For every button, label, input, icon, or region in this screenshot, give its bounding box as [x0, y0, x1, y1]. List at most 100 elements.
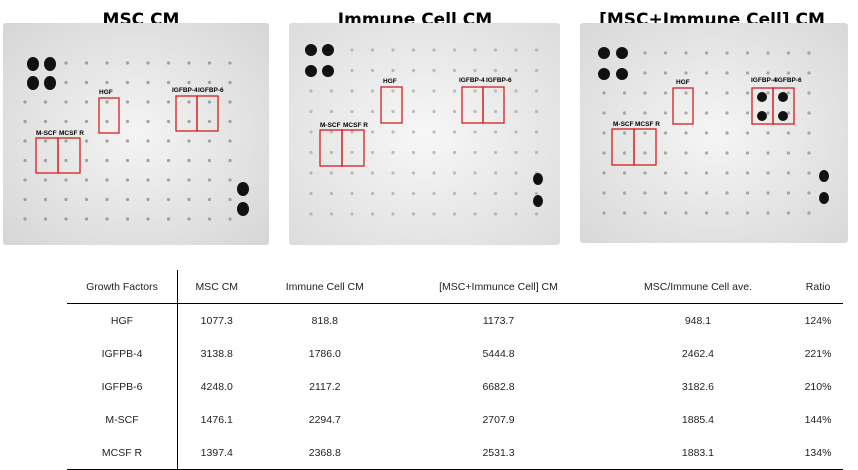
membrane-dot	[370, 150, 375, 155]
membrane-dot	[166, 178, 171, 182]
membrane-dot	[766, 51, 770, 55]
table-row: MCSF R 1397.4 2368.8 2531.3 1883.1 134%	[67, 436, 843, 470]
membrane-dot	[411, 109, 416, 114]
table-row: IGFPB-6 4248.0 2117.2 6682.8 3182.6 210%	[67, 370, 843, 403]
membrane-dot	[43, 197, 48, 202]
membrane-dot	[684, 131, 688, 135]
membrane-dot	[663, 171, 668, 175]
ref-spots-combined	[598, 47, 829, 204]
membrane-dot	[146, 178, 150, 182]
membrane-dot	[166, 61, 171, 65]
membrane-dot	[166, 197, 171, 202]
membrane-dot	[725, 151, 729, 155]
label-igfbp6: IGFBP-6	[486, 77, 512, 84]
membrane-dot	[766, 71, 770, 75]
membrane-dot	[228, 197, 232, 202]
membrane-dot	[786, 91, 791, 95]
membrane-dot	[602, 111, 606, 115]
membrane-dot	[452, 68, 457, 73]
membrane-dot	[84, 80, 89, 85]
membrane-dot	[187, 139, 191, 143]
table-header-row: Growth Factors MSC CM Immune Cell CM [MS…	[67, 270, 843, 304]
membrane-dot	[105, 139, 109, 143]
membrane-dot	[23, 158, 27, 163]
membrane-dot	[452, 171, 457, 175]
membrane-dot	[684, 71, 688, 75]
membrane-dot	[432, 212, 436, 216]
membrane-dot	[786, 131, 791, 135]
header-combined-cm: [MSC+Immunce Cell] CM	[394, 270, 603, 304]
membrane-dot	[166, 119, 171, 124]
membrane-dot	[473, 171, 477, 175]
highlight-box-mcsfr	[633, 128, 657, 166]
membrane-dot	[125, 100, 130, 104]
label-igfbp4: IGFBP-4	[172, 87, 198, 94]
dot-grid-msc	[23, 61, 232, 221]
membrane-dot	[432, 150, 436, 155]
header-immune-cm: Immune Cell CM	[255, 270, 395, 304]
highlight-box-hgf	[98, 97, 120, 134]
membrane-dot	[350, 212, 354, 216]
membrane-dot	[643, 191, 647, 195]
membrane-dot	[391, 109, 395, 114]
membrane-dot	[766, 191, 770, 195]
membrane-dot	[370, 68, 375, 73]
membrane-dot	[105, 80, 109, 85]
label-igfbp6: IGFBP-6	[198, 87, 224, 94]
membrane-dot	[452, 48, 457, 52]
membrane-dot	[187, 61, 191, 65]
header-ratio: Ratio	[793, 270, 843, 304]
membrane-dot	[452, 109, 457, 114]
membrane-dot	[452, 89, 457, 93]
cell-average: 3182.6	[681, 380, 715, 393]
membrane-dot	[329, 171, 334, 175]
cell-ratio: 144%	[804, 413, 832, 426]
membrane-dot	[391, 150, 395, 155]
membrane-dot	[745, 211, 750, 215]
membrane-dot	[309, 150, 313, 155]
membrane-dot	[514, 109, 518, 114]
cell-ratio: 134%	[793, 436, 843, 470]
membrane-dot	[807, 51, 811, 55]
membrane-dot	[391, 191, 395, 196]
membrane-dot	[228, 80, 232, 85]
membrane-dot	[64, 158, 68, 163]
membrane-dot	[105, 197, 109, 202]
membrane-dot	[391, 212, 395, 216]
membrane-dot	[602, 131, 606, 135]
membrane-dot	[493, 68, 498, 73]
membrane-dot	[309, 212, 313, 216]
membrane-dot	[493, 212, 498, 216]
membrane-dot	[786, 71, 791, 75]
membrane-dot	[473, 48, 477, 52]
cell-ratio: 210%	[804, 380, 832, 393]
membrane-dot	[146, 61, 150, 65]
dot-grid-combined	[602, 51, 811, 215]
membrane-dot	[166, 217, 171, 221]
membrane-dot	[187, 80, 191, 85]
membrane-dot	[745, 131, 750, 135]
membrane-dot	[473, 130, 477, 134]
membrane-dot	[725, 211, 729, 215]
membrane-dot	[725, 91, 729, 95]
membrane-dot	[84, 178, 89, 182]
membrane-dot	[745, 191, 750, 195]
membrane-dot	[745, 71, 750, 75]
cell-immune: 2117.2	[309, 380, 341, 393]
membrane-dot	[125, 217, 130, 221]
membrane-dot	[643, 91, 647, 95]
label-hgf: HGF	[383, 78, 397, 85]
cell-factor: IGFPB-4	[67, 337, 178, 370]
membrane-dot	[309, 109, 313, 114]
membrane-dot	[514, 150, 518, 155]
membrane-dot	[432, 171, 436, 175]
membrane-dot	[84, 197, 89, 202]
membrane-dot	[105, 61, 109, 65]
membrane-panel-msc: HGF IGFBP-4 IGFBP-6 M-SCF MCSF R	[3, 23, 269, 245]
membrane-dot	[370, 109, 375, 114]
membrane-dot	[663, 191, 668, 195]
header-msc-cm: MSC CM	[177, 270, 256, 304]
membrane-dot	[187, 119, 191, 124]
membrane-image-msc: HGF IGFBP-4 IGFBP-6 M-SCF MCSF R	[3, 23, 269, 245]
cell-average: 1885.4	[681, 413, 715, 426]
